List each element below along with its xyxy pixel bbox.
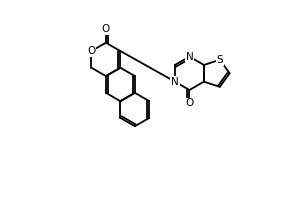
Text: O: O xyxy=(102,24,110,34)
Text: N: N xyxy=(186,52,193,62)
Text: S: S xyxy=(217,55,223,65)
Text: N: N xyxy=(171,77,179,87)
Text: O: O xyxy=(87,46,96,56)
Text: O: O xyxy=(185,98,194,108)
